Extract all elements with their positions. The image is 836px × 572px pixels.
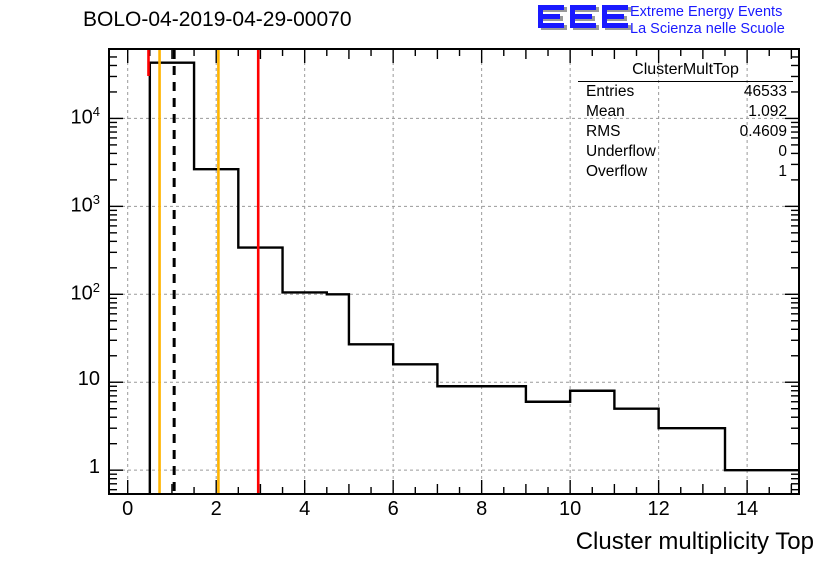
stats-row-value: 1.092 xyxy=(748,103,787,120)
plot-canvas xyxy=(110,50,798,493)
stats-row: Underflow 0 xyxy=(578,142,793,162)
y-axis-tick-label: 102 xyxy=(70,280,100,305)
eee-logo-mark-icon xyxy=(538,5,631,30)
stats-row: Mean 1.092 xyxy=(578,102,793,122)
stats-row: RMS 0.4609 xyxy=(578,122,793,142)
plot-frame xyxy=(108,48,800,495)
x-axis-tick-label: 6 xyxy=(387,498,399,520)
page-title: BOLO-04-2019-04-29-00070 xyxy=(83,8,352,31)
stats-rows: Entries 46533 Mean 1.092 RMS 0.4609 Underflow 0… xyxy=(578,82,793,182)
histogram-plot xyxy=(110,50,798,493)
stats-row-value: 46533 xyxy=(743,83,787,100)
stats-row: Overflow 1 xyxy=(578,162,793,182)
stats-row-key: Mean xyxy=(586,103,625,120)
y-axis-tick-label: 1 xyxy=(88,456,100,479)
eee-logo-line2: La Scienza nelle Scuole xyxy=(630,20,785,37)
x-axis-tick-label: 14 xyxy=(735,498,759,520)
y-axis-tick-label: 104 xyxy=(70,104,100,130)
y-axis-tick-label: 10 xyxy=(77,368,100,391)
histogram-outline xyxy=(148,61,798,493)
x-axis-tick-label: 12 xyxy=(647,498,670,520)
stats-row-key: RMS xyxy=(586,123,621,140)
stats-row-key: Underflow xyxy=(586,143,656,160)
x-axis-tick-label: 2 xyxy=(210,498,222,520)
stats-row-value: 1 xyxy=(778,163,787,180)
stats-row: Entries 46533 xyxy=(578,82,793,102)
stats-row-value: 0 xyxy=(778,143,787,160)
eee-logo: Extreme Energy Events La Scienza nelle S… xyxy=(536,2,836,42)
stats-box: ClusterMultTop Entries 46533 Mean 1.092 RMS 0… xyxy=(578,60,793,182)
stats-row-key: Entries xyxy=(586,83,635,100)
x-axis-tick-label: 8 xyxy=(476,498,488,520)
x-axis-title: Cluster multiplicity Top xyxy=(575,528,814,555)
stats-row-key: Overflow xyxy=(586,163,648,180)
x-axis-tick-label: 10 xyxy=(559,498,582,520)
stats-title: ClusterMultTop xyxy=(578,60,793,82)
x-axis-tick-label: 4 xyxy=(299,498,311,520)
stats-row-value: 0.4609 xyxy=(739,123,787,140)
eee-logo-line1: Extreme Energy Events xyxy=(630,4,783,20)
y-axis-tick-label: 103 xyxy=(70,192,100,218)
x-axis-tick-label: 0 xyxy=(122,498,134,520)
